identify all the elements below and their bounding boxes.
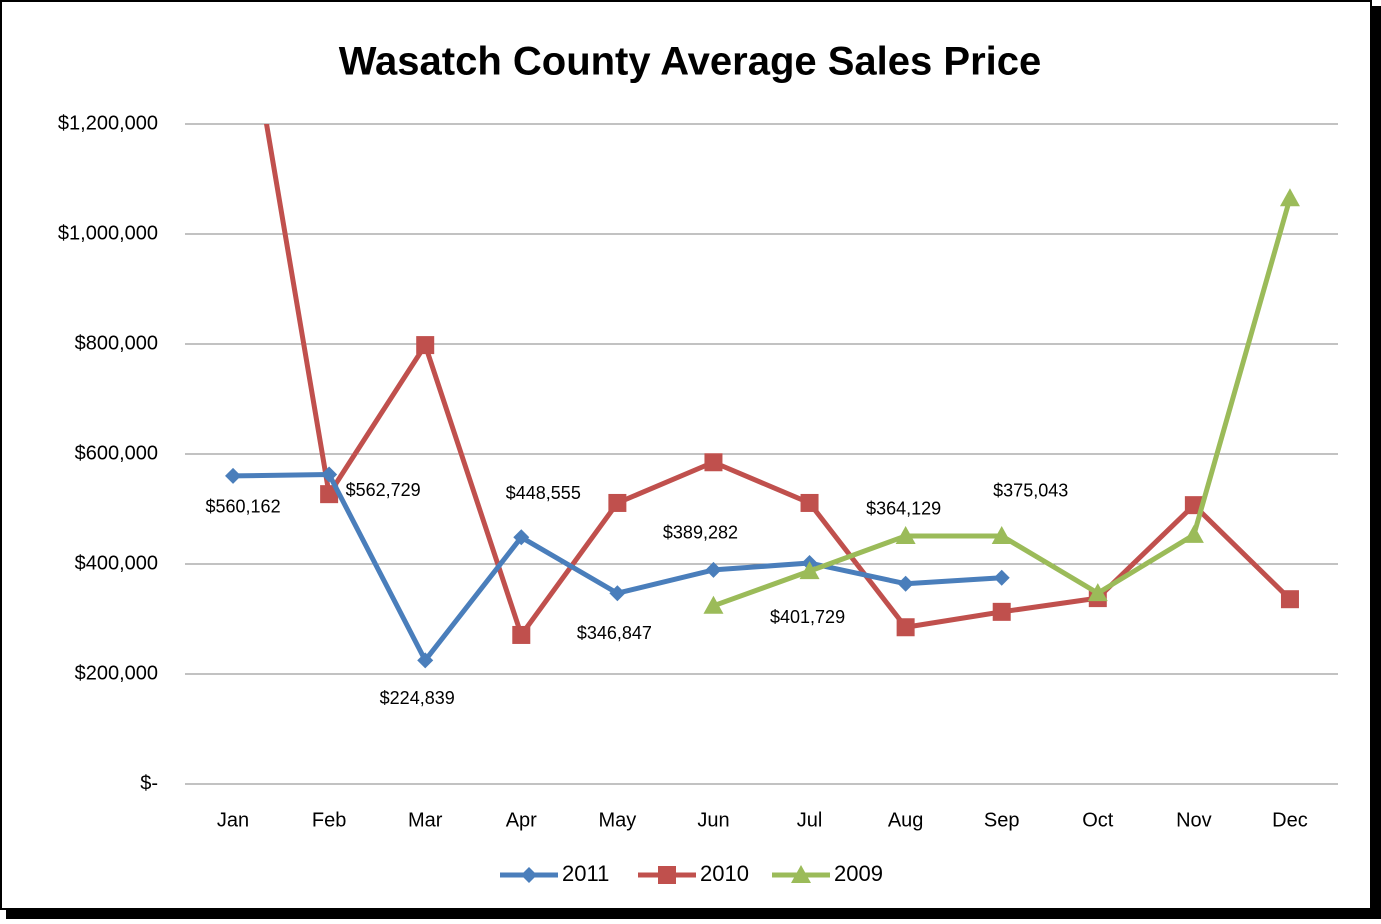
marker	[1184, 496, 1203, 515]
x-tick-label: Jun	[697, 809, 729, 831]
data-label: $346,847	[577, 623, 652, 643]
frame-shadow	[1370, 6, 1381, 919]
marker	[895, 525, 916, 544]
chart-title: Wasatch County Average Sales Price	[339, 40, 1042, 84]
marker	[609, 585, 626, 602]
marker	[608, 493, 627, 512]
x-tick-label: Feb	[312, 809, 346, 831]
marker	[897, 575, 914, 592]
x-tick-label: Apr	[506, 809, 537, 831]
data-label: $224,839	[380, 688, 455, 708]
marker	[799, 561, 820, 580]
x-tick-label: Jul	[797, 809, 823, 831]
data-label: $401,729	[770, 607, 845, 627]
y-tick-label: $800,000	[75, 332, 158, 354]
marker	[991, 525, 1012, 544]
marker	[704, 453, 723, 472]
data-label: $364,129	[866, 498, 941, 518]
x-tick-label: Mar	[408, 809, 443, 831]
x-tick-label: Nov	[1176, 809, 1212, 831]
x-tick-label: Jan	[217, 809, 249, 831]
legend-marker	[521, 867, 537, 883]
x-tick-label: May	[598, 809, 636, 831]
marker	[705, 561, 722, 578]
y-tick-label: $1,000,000	[58, 222, 158, 244]
x-tick-label: Dec	[1272, 809, 1308, 831]
data-label: $448,555	[506, 483, 581, 503]
y-tick-label: $200,000	[75, 662, 158, 684]
marker	[1280, 590, 1299, 609]
x-tick-label: Sep	[984, 809, 1020, 831]
data-label: $562,729	[346, 480, 421, 500]
x-tick-label: Aug	[888, 809, 924, 831]
data-label: $560,162	[206, 497, 281, 517]
marker	[512, 625, 531, 644]
marker	[703, 595, 724, 614]
data-label: $375,043	[993, 480, 1068, 500]
legend-label: 2010	[700, 861, 749, 886]
marker	[1279, 188, 1300, 207]
y-tick-label: $-	[140, 772, 158, 794]
marker	[321, 466, 338, 483]
marker	[416, 336, 435, 355]
marker	[993, 569, 1010, 586]
data-label: $389,282	[663, 523, 738, 543]
marker	[992, 602, 1011, 621]
plot-area	[225, 124, 1300, 669]
marker	[513, 529, 530, 546]
legend-label: 2009	[834, 861, 883, 886]
legend-marker	[791, 865, 811, 883]
marker	[320, 485, 339, 504]
marker	[417, 652, 434, 669]
y-tick-label: $1,200,000	[58, 112, 158, 134]
marker	[896, 618, 915, 637]
marker	[225, 467, 242, 484]
frame-shadow	[6, 908, 1381, 919]
marker	[1183, 524, 1204, 543]
y-tick-label: $400,000	[75, 552, 158, 574]
legend-label: 2011	[562, 861, 609, 886]
x-tick-label: Oct	[1082, 809, 1114, 831]
y-tick-label: $600,000	[75, 442, 158, 464]
marker	[800, 493, 819, 512]
marker	[1087, 583, 1108, 602]
legend-marker	[658, 866, 676, 884]
